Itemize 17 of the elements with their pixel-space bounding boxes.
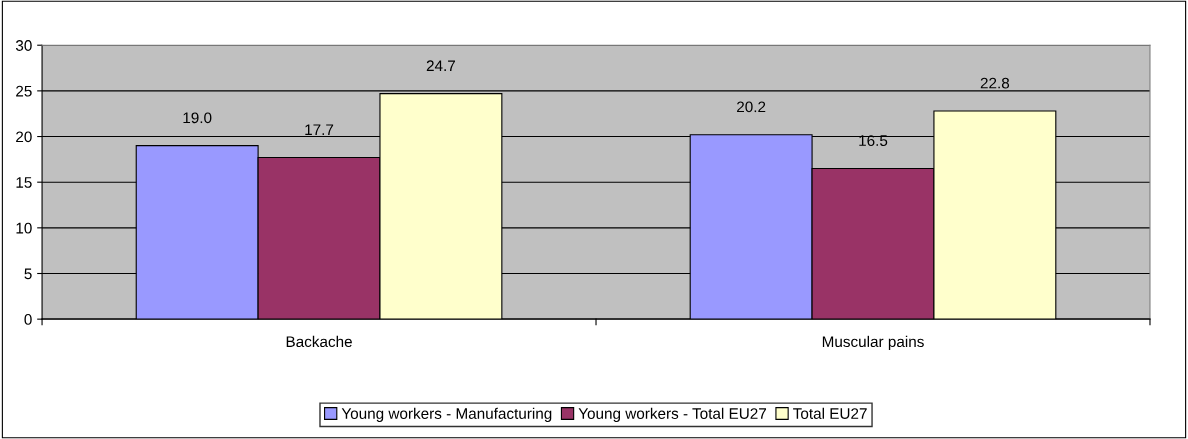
y-tick-label: 20 [16,131,32,143]
data-label: 17.7 [305,124,334,135]
data-label: 19.0 [183,112,212,124]
y-tick-label: 5 [24,268,32,280]
x-tick-label: Muscular pains [822,335,924,351]
legend-label: Young workers - Manufacturing [341,407,552,422]
y-tick-label: 10 [16,222,32,234]
y-tick-label: 25 [16,85,32,97]
y-tick-label: 30 [15,40,32,51]
data-label: 24.7 [426,60,456,71]
data-label: 22.8 [980,77,1010,89]
legend-label: Total EU27 [793,407,867,419]
legend-label: Young workers - Total EU27 [578,407,767,422]
x-tick-label: Backache [286,335,352,348]
y-tick-label: 0 [24,314,32,325]
data-label: 20.2 [737,101,766,113]
y-tick-label: 15 [16,177,32,188]
